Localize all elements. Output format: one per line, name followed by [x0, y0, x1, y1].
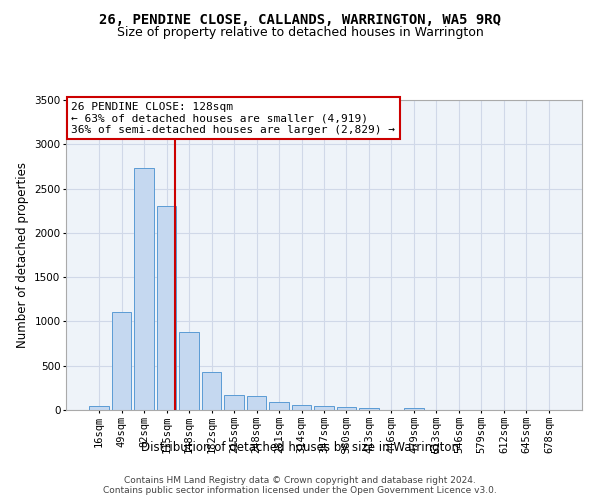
Text: 26 PENDINE CLOSE: 128sqm
← 63% of detached houses are smaller (4,919)
36% of sem: 26 PENDINE CLOSE: 128sqm ← 63% of detach… [71, 102, 395, 134]
Bar [202, 372, 221, 410]
Text: Size of property relative to detached houses in Warrington: Size of property relative to detached ho… [116, 26, 484, 39]
Bar [157, 206, 176, 410]
Bar [337, 407, 356, 410]
Bar [314, 406, 334, 410]
Bar [134, 168, 154, 410]
Y-axis label: Number of detached properties: Number of detached properties [16, 162, 29, 348]
Bar [224, 394, 244, 410]
Bar [89, 406, 109, 410]
Bar [269, 402, 289, 410]
Bar [112, 312, 131, 410]
Bar [404, 408, 424, 410]
Text: 26, PENDINE CLOSE, CALLANDS, WARRINGTON, WA5 9RQ: 26, PENDINE CLOSE, CALLANDS, WARRINGTON,… [99, 12, 501, 26]
Bar [359, 408, 379, 410]
Text: Contains HM Land Registry data © Crown copyright and database right 2024.
Contai: Contains HM Land Registry data © Crown c… [103, 476, 497, 495]
Bar [179, 332, 199, 410]
Text: Distribution of detached houses by size in Warrington: Distribution of detached houses by size … [141, 441, 459, 454]
Bar [292, 404, 311, 410]
Bar [247, 396, 266, 410]
